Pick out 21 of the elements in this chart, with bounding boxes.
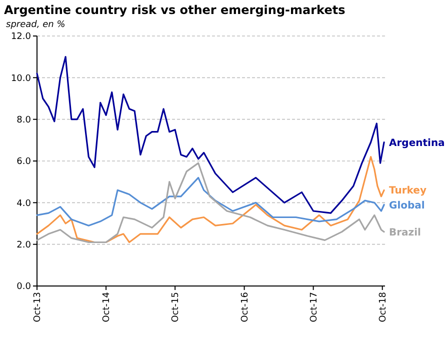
y-tick-label: 2.0 xyxy=(16,240,32,250)
x-tick-label: Oct-16 xyxy=(240,292,250,322)
x-tick-label: Oct-18 xyxy=(378,292,388,322)
line-series xyxy=(36,56,385,214)
series-label: Global xyxy=(389,200,425,212)
y-tick-label: 0.0 xyxy=(16,282,32,292)
series-label: Brazil xyxy=(389,227,421,238)
x-tick-label: Oct-15 xyxy=(171,292,182,322)
series-label: Turkey xyxy=(389,186,427,197)
y-tick-label: 8.0 xyxy=(16,115,32,126)
y-tick-label: 12.0 xyxy=(10,32,32,42)
x-tick-label: Oct-17 xyxy=(309,292,320,322)
chart-title: Argentine country risk vs other emerging-markets xyxy=(4,3,346,17)
chart-subtitle: spread, en % xyxy=(6,20,66,30)
series-label: Argentina xyxy=(389,138,445,149)
line-series xyxy=(36,176,385,226)
y-tick-label: 6.0 xyxy=(16,157,32,168)
x-tick-label: Oct-13 xyxy=(33,292,44,322)
y-tick-label: 4.0 xyxy=(16,198,32,209)
y-tick-label: 10.0 xyxy=(10,74,32,84)
x-tick-label: Oct-14 xyxy=(102,292,112,322)
